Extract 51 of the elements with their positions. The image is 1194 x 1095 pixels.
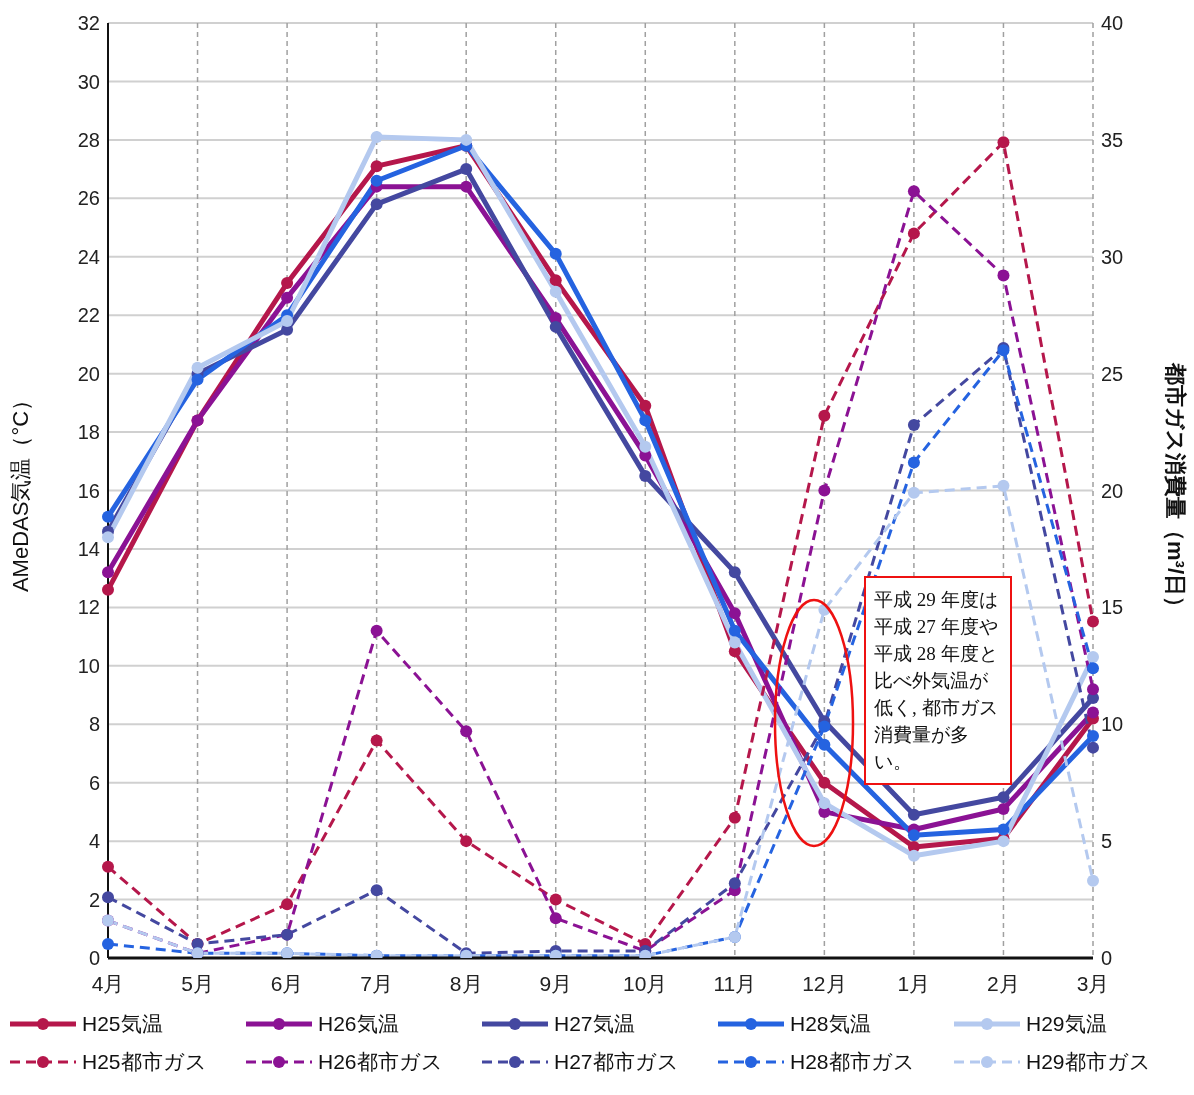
y-tick-label: 16 bbox=[77, 479, 100, 502]
legend-label: H28気温 bbox=[790, 1011, 871, 1037]
x-tick-label: 7月 bbox=[360, 971, 393, 995]
y-tick-label: 20 bbox=[77, 362, 100, 385]
y-tick-label: 14 bbox=[77, 538, 100, 561]
y-tick-label: 24 bbox=[77, 245, 100, 268]
legend-label: H26気温 bbox=[318, 1011, 399, 1037]
y-tick-label: 30 bbox=[77, 70, 100, 93]
legend-label: H28都市ガス bbox=[790, 1049, 915, 1075]
legend-label: H27気温 bbox=[554, 1011, 635, 1037]
y-tick-label: 28 bbox=[77, 128, 100, 151]
x-tick-label: 12月 bbox=[802, 971, 847, 995]
y-tick-label: 12 bbox=[77, 596, 100, 619]
y2-tick-label: 25 bbox=[1101, 362, 1124, 385]
y-tick-label: 26 bbox=[77, 187, 100, 210]
legend-label: H29都市ガス bbox=[1026, 1049, 1151, 1075]
x-tick-label: 6月 bbox=[270, 971, 304, 995]
y2-tick-label: 5 bbox=[1101, 830, 1113, 853]
legend-label: H26都市ガス bbox=[318, 1049, 443, 1075]
x-tick-label: 1月 bbox=[897, 971, 931, 995]
y-tick-label: 6 bbox=[88, 771, 100, 794]
y-tick-label: 0 bbox=[88, 947, 100, 970]
y2-tick-label: 10 bbox=[1101, 713, 1124, 736]
x-tick-label: 2月 bbox=[987, 971, 1020, 995]
x-tick-label: 11月 bbox=[713, 971, 757, 995]
y2-tick-label: 35 bbox=[1101, 128, 1124, 151]
y2-axis-title: 都市ガス消費量（m³/日） bbox=[1163, 362, 1189, 618]
y-tick-label: 8 bbox=[88, 713, 100, 736]
x-tick-label: 8月 bbox=[449, 971, 483, 995]
y-tick-label: 4 bbox=[88, 830, 100, 853]
y2-tick-label: 40 bbox=[1101, 12, 1124, 35]
y-tick-label: 18 bbox=[77, 421, 100, 444]
y-axis-title: AMeDAS気温（°C） bbox=[7, 388, 33, 593]
x-tick-label: 9月 bbox=[539, 971, 573, 995]
y-tick-label: 32 bbox=[77, 12, 100, 35]
y2-tick-label: 15 bbox=[1101, 596, 1124, 619]
y2-tick-label: 0 bbox=[1101, 947, 1113, 970]
x-tick-label: 10月 bbox=[623, 971, 668, 995]
y2-tick-label: 30 bbox=[1101, 245, 1124, 268]
x-tick-label: 5月 bbox=[181, 971, 214, 995]
y-tick-label: 22 bbox=[77, 304, 100, 327]
y2-tick-label: 20 bbox=[1101, 479, 1124, 502]
legend-label: H25都市ガス bbox=[82, 1049, 207, 1075]
y-tick-label: 10 bbox=[77, 654, 100, 677]
x-tick-label: 3月 bbox=[1076, 971, 1110, 995]
annotation: 平成 29 年度は平成 27 年度や平成 28 年度と比べ外気温が低く, 都市ガス消費量が多い。 bbox=[864, 576, 1012, 785]
legend-label: H27都市ガス bbox=[554, 1049, 679, 1075]
y-tick-label: 2 bbox=[88, 888, 100, 911]
legend-label: H25気温 bbox=[82, 1011, 163, 1037]
legend-label: H29気温 bbox=[1026, 1011, 1107, 1037]
x-tick-label: 4月 bbox=[91, 971, 125, 995]
